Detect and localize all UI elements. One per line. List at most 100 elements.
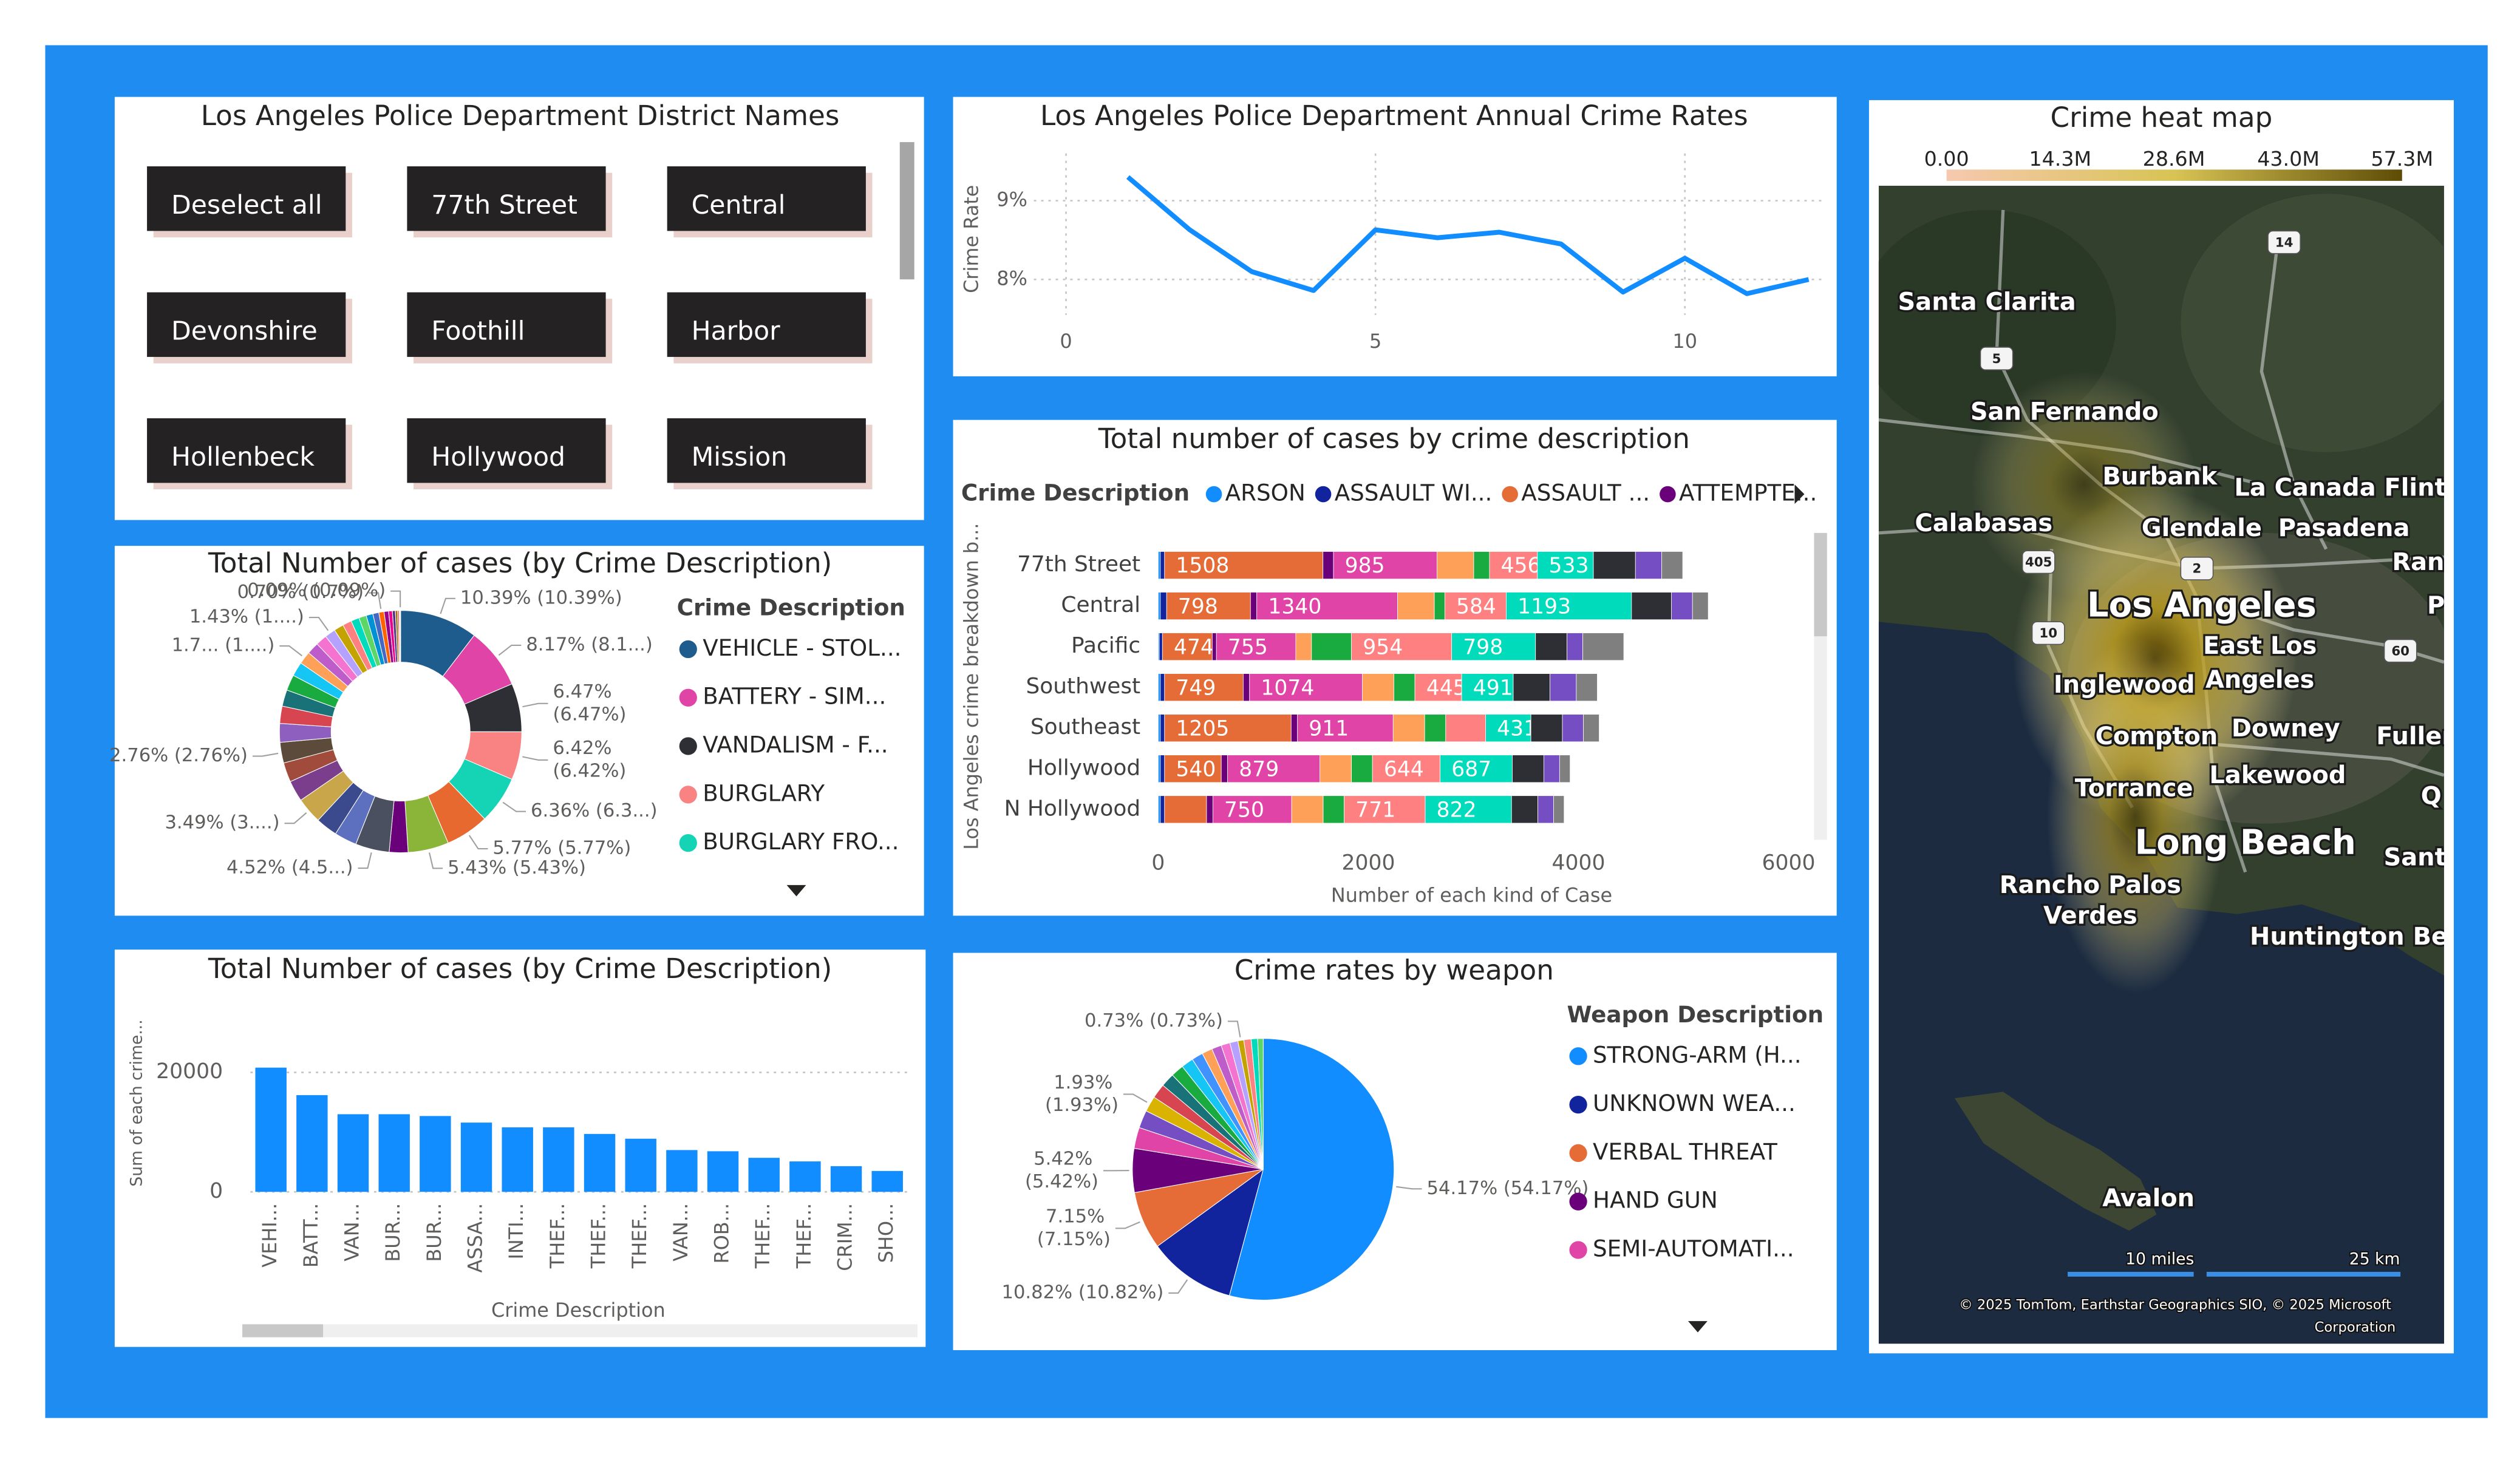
bar [748,1158,780,1192]
data-label: 985 [1345,554,1385,578]
bar-segment [1311,633,1352,661]
data-label: 1508 [1176,554,1229,578]
bar-segment [1351,755,1373,783]
leader-line [468,835,488,850]
bar [296,1095,328,1192]
map-place: Los Angeles [2087,585,2317,625]
legend-label: UNKNOWN WEA... [1593,1090,1796,1116]
bar-segment [1512,755,1544,783]
label-line: (6.47%) [553,704,626,725]
bar-segment [1160,673,1165,702]
slicer-title: Los Angeles Police Department District N… [201,100,840,132]
data-label: 5.42% (5.42%) [1025,1148,1098,1192]
data-label: 1340 [1268,594,1321,619]
label-line: 6.47% [553,681,618,702]
data-label: 755 [1228,635,1268,659]
legend-label: BATTERY - SIM... [703,683,886,710]
slicer-button[interactable] [667,166,866,231]
bar-segment [1160,755,1165,783]
data-label: 7.15% (7.15%) [1037,1206,1111,1249]
x-tick-label: BATT... [299,1203,322,1268]
bar-segment [1511,795,1538,824]
colorbar-label: 0.00 [1924,147,1969,171]
bar-segment [1437,551,1474,580]
bar [337,1114,369,1192]
map-place: Downey [2232,715,2340,742]
slicer-button[interactable] [147,166,346,231]
more-arrow[interactable] [1794,484,1805,504]
map-place: Angeles [2205,666,2314,694]
bar-segment [1227,755,1321,783]
legend-label: ASSAULT ... [1521,480,1650,506]
y-tick-label: 0 [209,1179,223,1203]
scrollbar[interactable] [242,1324,918,1337]
colorbar-label: 14.3M [2029,147,2091,171]
bar-segment [1164,755,1222,783]
bar-segment [1160,551,1165,580]
leader-line [1396,1186,1422,1190]
legend-label: BURGLARY [703,779,825,806]
bar-segment [1530,714,1563,742]
slicer-button[interactable] [407,418,606,483]
bar-segment [1631,592,1672,620]
x-tick-label: 0 [1151,851,1165,875]
data-label: 533 [1548,554,1589,578]
legend-swatch [1502,486,1518,503]
pie-slice [1228,1038,1395,1300]
data-label: 0.73% (0.73%) [1085,1010,1223,1031]
slicer-button[interactable] [147,292,346,357]
map-place: San Fernando [1970,398,2159,426]
bar-segment [1166,592,1251,620]
bar-segment [1506,592,1632,620]
y-tick-label: Southwest [1026,674,1141,699]
map-place: Avalon [2102,1184,2195,1212]
legend-swatch [1569,1192,1587,1211]
bar-segment [1543,755,1560,783]
legend-swatch [1569,1047,1587,1065]
slicer-button[interactable] [667,418,866,483]
slicer-item: Devonshire [171,316,318,347]
bar-segment [1158,714,1161,742]
bar-segment [1323,795,1345,824]
slicer-button[interactable] [147,418,346,483]
scrollbar-thumb[interactable] [242,1324,324,1337]
label-line: Corporation [2315,1319,2396,1335]
legend-label: VERBAL THREAT [1593,1138,1777,1165]
bar-segment [1562,714,1584,742]
map-place: Compton [2096,722,2218,750]
slicer-button[interactable] [407,166,606,231]
colorbar-label: 57.3M [2371,147,2433,171]
pie-slice [1257,1038,1264,1170]
more-arrow[interactable] [786,885,806,897]
map-place: Glendale [2142,514,2262,542]
chart-title: Los Angeles Police Department Annual Cri… [1040,100,1748,132]
x-tick-label: 10 [1672,330,1697,353]
label-line: 5.42% [1034,1148,1098,1169]
bar-segment [1158,592,1161,620]
x-tick-label: CRIM... [834,1203,857,1271]
more-arrow[interactable] [1687,1321,1708,1333]
slicer-button[interactable] [667,292,866,357]
bar-segment [1158,795,1161,824]
colorbar-label: 28.6M [2143,147,2205,171]
data-label: 954 [1363,635,1403,659]
legend-swatch [679,737,697,755]
scrollbar[interactable] [899,142,914,280]
bar-segment [1661,551,1683,580]
legend-swatch [1660,486,1676,503]
road-shield-label: 10 [2039,626,2057,641]
bar-segment [1333,551,1437,580]
scrollbar-thumb[interactable] [1814,532,1827,637]
slicer-button[interactable] [407,292,606,357]
bar-segment [1489,551,1538,580]
x-tick-label: SHO... [874,1203,897,1263]
road-shield-label: 405 [2025,555,2052,570]
bar-segment [1291,795,1324,824]
bar-segment [1692,592,1709,620]
leader-line [279,645,302,657]
x-tick-label: THEF... [792,1203,816,1269]
map-place: Verdes [2043,902,2137,930]
bar-segment [1159,633,1163,661]
slicer-item: Hollywood [431,442,565,472]
